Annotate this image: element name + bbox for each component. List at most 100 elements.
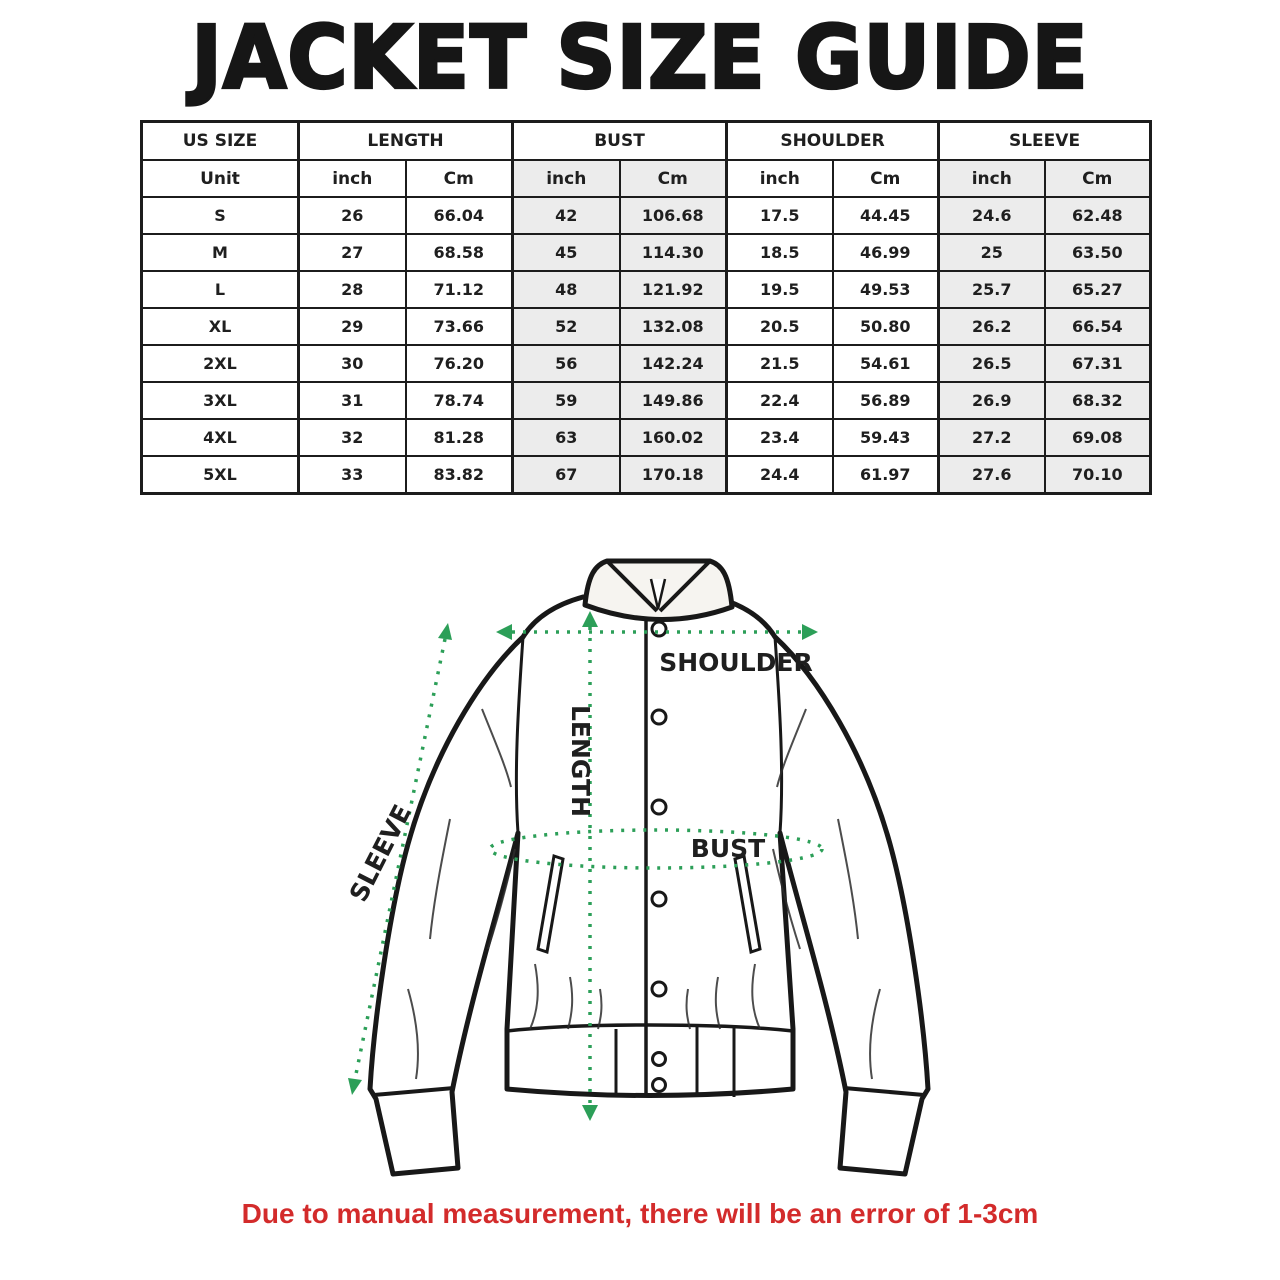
shoulder-label: SHOULDER [659,648,813,677]
measurement-cell: 69.08 [1043,418,1152,457]
column-header-length: LENGTH [297,120,514,161]
measurement-cell: 17.5 [725,196,834,235]
right-pocket [733,854,762,954]
right-armhole-seam [773,636,784,834]
unit-header-cell: inch [725,159,834,198]
measurement-cell: 23.4 [725,418,834,457]
size-label-cell: 4XL [140,418,300,457]
measurement-cell: 42 [511,196,621,235]
left-cuff-seam [373,1086,455,1097]
unit-header-cell: inch [297,159,407,198]
measurement-cell: 22.4 [725,381,834,420]
measurement-cell: 54.61 [831,344,940,383]
measurement-cell: 48 [511,270,621,309]
measurement-cell: 27.6 [937,455,1046,495]
left-pocket [536,854,565,954]
arrowheads [348,611,818,1121]
measurement-cell: 67.31 [1043,344,1152,383]
size-label-cell: S [140,196,300,235]
length-label: LENGTH [566,705,595,817]
front-buttons [650,620,668,1093]
table-row: XL 29 73.66 52 132.08 20.5 50.80 26.2 66.54 [140,307,1152,346]
measurement-cell: 25 [937,233,1046,272]
measurement-cell: 63.50 [1043,233,1152,272]
page-title: JACKET SIZE GUIDE [190,6,1089,110]
measurement-cell: 30 [297,344,407,383]
sleeve-arrow-line [353,638,447,1080]
measurement-cell: 56 [511,344,621,383]
measurement-cell: 81.28 [404,418,514,457]
unit-header-cell: Cm [404,159,514,198]
table-row: M 27 68.58 45 114.30 18.5 46.99 25 63.50 [140,233,1152,272]
size-chart-table: US SIZE LENGTH BUST SHOULDER SLEEVE Unit… [140,120,1153,495]
waistband-top-seam [506,1023,794,1033]
measurement-cell: 29 [297,307,407,346]
measurement-cell: 68.32 [1043,381,1152,420]
waistband-seams [614,1027,736,1097]
collar-inner-v [649,578,667,610]
measurement-cell: 27.2 [937,418,1046,457]
measurement-cell: 71.12 [404,270,514,309]
measurement-cell: 83.82 [404,455,514,495]
measurement-cell: 61.97 [831,455,940,495]
jacket-line-art: SHOULDER BUST LENGTH SLEEVE [344,558,931,1177]
unit-header-cell: inch [937,159,1046,198]
measurement-cell: 121.92 [618,270,728,309]
measurement-cell: 24.6 [937,196,1046,235]
measurement-cell: 26.2 [937,307,1046,346]
size-label-cell: 5XL [140,455,300,495]
unit-header-cell: Unit [140,159,300,198]
measurement-cell: 26.5 [937,344,1046,383]
fold-lines [407,708,881,1080]
collar-v-notch [605,559,712,613]
measurement-cell: 62.48 [1043,196,1152,235]
measurement-cell: 24.4 [725,455,834,495]
table-group-header-row: US SIZE LENGTH BUST SHOULDER SLEEVE [140,120,1152,161]
table-row: 2XL 30 76.20 56 142.24 21.5 54.61 26.5 67.31 [140,344,1152,383]
size-label-cell: 2XL [140,344,300,383]
size-label-cell: L [140,270,300,309]
measurement-cell: 33 [297,455,407,495]
measurement-cell: 106.68 [618,196,728,235]
measurement-cell: 68.58 [404,233,514,272]
unit-header-cell: Cm [1043,159,1152,198]
measurement-cell: 44.45 [831,196,940,235]
measurement-cell: 25.7 [937,270,1046,309]
measurement-arrows [353,627,824,1105]
measurement-cell: 66.04 [404,196,514,235]
measurement-cell: 28 [297,270,407,309]
unit-header-cell: Cm [618,159,728,198]
measurement-cell: 70.10 [1043,455,1152,495]
size-label-cell: XL [140,307,300,346]
table-unit-header-row: Unit inch Cm inch Cm inch Cm inch Cm [140,159,1152,198]
measurement-cell: 49.53 [831,270,940,309]
measurement-cell: 18.5 [725,233,834,272]
column-header-us-size: US SIZE [140,120,300,161]
unit-header-cell: inch [511,159,621,198]
left-armhole-seam [514,636,525,834]
measurement-cell: 66.54 [1043,307,1152,346]
column-header-sleeve: SLEEVE [937,120,1152,161]
bust-label: BUST [691,834,765,863]
size-label-cell: 3XL [140,381,300,420]
measurement-cell: 160.02 [618,418,728,457]
measurement-cell: 63 [511,418,621,457]
unit-header-cell: Cm [831,159,940,198]
jacket-diagram: SHOULDER BUST LENGTH SLEEVE [330,518,970,1200]
measurement-cell: 21.5 [725,344,834,383]
measurement-cell: 52 [511,307,621,346]
measurement-cell: 19.5 [725,270,834,309]
measurement-cell: 26.9 [937,381,1046,420]
measurement-cell: 46.99 [831,233,940,272]
measurement-cell: 59 [511,381,621,420]
measurement-cell: 27 [297,233,407,272]
measurement-cell: 50.80 [831,307,940,346]
table-row: 4XL 32 81.28 63 160.02 23.4 59.43 27.2 69.08 [140,418,1152,457]
column-header-bust: BUST [510,120,728,161]
measurement-cell: 31 [297,381,407,420]
size-table-body: S 26 66.04 42 106.68 17.5 44.45 24.6 62.48 M 27 68.… [140,196,1152,495]
column-header-shoulder: SHOULDER [725,120,940,161]
measurement-cell: 32 [297,418,407,457]
measurement-cell: 76.20 [404,344,514,383]
